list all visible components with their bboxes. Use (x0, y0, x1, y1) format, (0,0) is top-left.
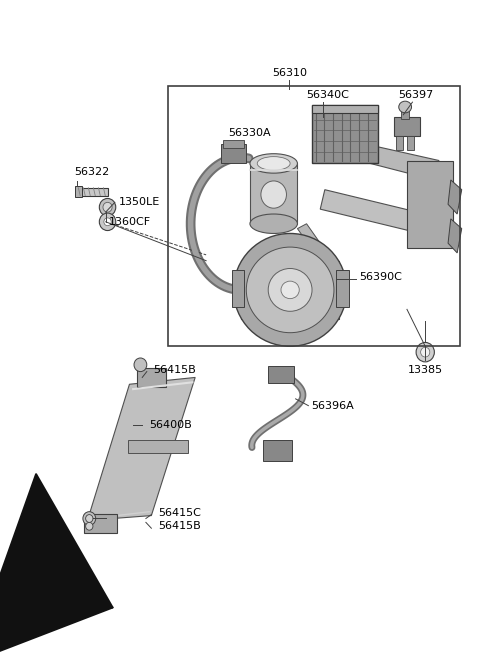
Polygon shape (87, 377, 195, 520)
Text: 56340C: 56340C (306, 90, 349, 100)
Bar (407, 161, 453, 248)
Ellipse shape (250, 154, 298, 173)
Text: 1360CF: 1360CF (108, 216, 151, 227)
Text: 13385: 13385 (408, 365, 443, 375)
Ellipse shape (134, 358, 147, 371)
Polygon shape (448, 180, 462, 214)
Bar (263, 440, 292, 461)
Bar (407, 136, 414, 150)
Bar (336, 270, 348, 308)
Bar (396, 136, 403, 150)
Ellipse shape (103, 202, 112, 212)
Ellipse shape (99, 199, 116, 216)
Bar (137, 368, 166, 387)
Ellipse shape (261, 181, 287, 208)
Text: 56400B: 56400B (150, 420, 192, 430)
Bar (75, 186, 82, 197)
Text: 56322: 56322 (75, 167, 110, 177)
Ellipse shape (420, 347, 430, 357)
Bar (312, 105, 378, 163)
Bar (224, 140, 243, 148)
Bar (168, 85, 460, 346)
Ellipse shape (257, 157, 290, 171)
Bar (241, 260, 339, 319)
Ellipse shape (85, 514, 93, 522)
Bar (128, 440, 188, 453)
Text: 56396A: 56396A (311, 401, 354, 411)
Text: 56415B: 56415B (158, 522, 201, 531)
Bar (76, 188, 108, 195)
Polygon shape (298, 224, 334, 268)
Text: 1350LE: 1350LE (119, 197, 160, 207)
Bar (312, 105, 378, 113)
Text: 56390C: 56390C (360, 272, 402, 282)
Bar (221, 144, 246, 163)
Ellipse shape (399, 101, 411, 113)
Bar (401, 109, 409, 119)
Ellipse shape (234, 234, 347, 346)
Ellipse shape (104, 218, 111, 226)
Bar (232, 270, 244, 308)
Bar (250, 163, 298, 224)
Text: 56415B: 56415B (153, 365, 196, 375)
Text: 56397: 56397 (398, 90, 434, 100)
Polygon shape (320, 190, 425, 234)
Ellipse shape (83, 512, 96, 525)
Bar (268, 366, 294, 383)
Ellipse shape (250, 214, 298, 234)
Ellipse shape (268, 268, 312, 312)
Text: 56310: 56310 (272, 68, 307, 78)
Polygon shape (348, 141, 439, 180)
Ellipse shape (416, 342, 434, 362)
Ellipse shape (246, 247, 334, 333)
Text: 56330A: 56330A (228, 128, 271, 138)
Bar (394, 117, 420, 136)
Bar (84, 514, 117, 533)
Ellipse shape (85, 522, 93, 530)
Text: FR.: FR. (67, 591, 89, 605)
Polygon shape (448, 219, 462, 253)
Ellipse shape (99, 213, 116, 230)
Text: 56415C: 56415C (158, 508, 201, 518)
Ellipse shape (281, 281, 299, 298)
